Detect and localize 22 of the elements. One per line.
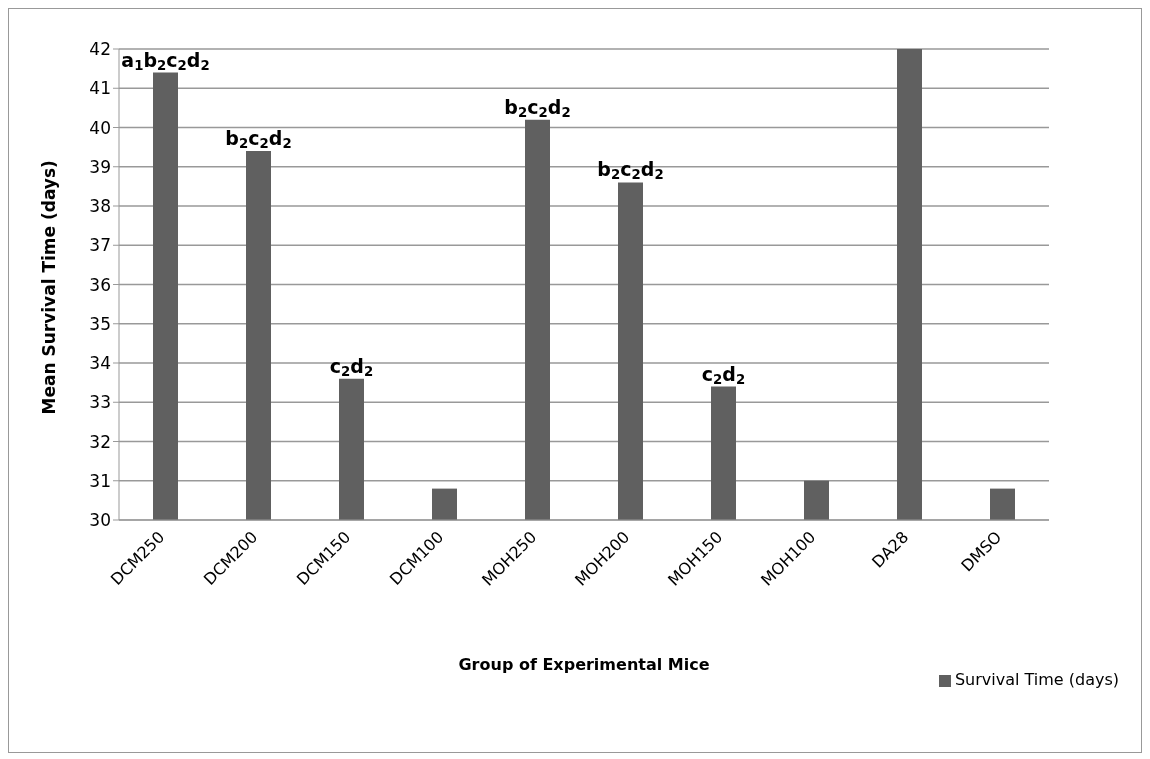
y-tick-label: 31 [89, 470, 111, 491]
y-axis-title: Mean Survival Time (days) [39, 160, 60, 415]
y-tick-label: 40 [89, 117, 111, 138]
data-label: a$_{1}$b$_{2}$c$_{2}$d$_{2}$ [121, 48, 210, 73]
y-tick-label: 42 [89, 39, 111, 60]
data-label: b$_{2}$c$_{2}$d$_{2}$ [597, 158, 664, 183]
data-label: b$_{2}$c$_{2}$d$_{2}$ [225, 127, 292, 152]
y-tick-label: 37 [89, 235, 111, 256]
y-tick-label: 38 [89, 196, 111, 217]
y-tick-label: 35 [89, 313, 111, 334]
y-tick-label: 32 [89, 431, 111, 452]
y-tick-label: 34 [89, 353, 111, 374]
y-tick-label: 39 [89, 156, 111, 177]
data-label: c$_{2}$d$_{2}$ [329, 354, 374, 379]
y-tick-label: 30 [89, 510, 111, 531]
x-axis-title: Group of Experimental Mice [458, 655, 710, 674]
y-tick-label: 41 [89, 78, 111, 99]
data-label: c$_{2}$d$_{2}$ [701, 362, 746, 387]
y-tick-label: 36 [89, 274, 111, 295]
data-label: b$_{2}$c$_{2}$d$_{2}$ [504, 95, 571, 120]
y-tick-label: 33 [89, 392, 111, 413]
legend-label: Survival Time (days) [954, 670, 1119, 689]
